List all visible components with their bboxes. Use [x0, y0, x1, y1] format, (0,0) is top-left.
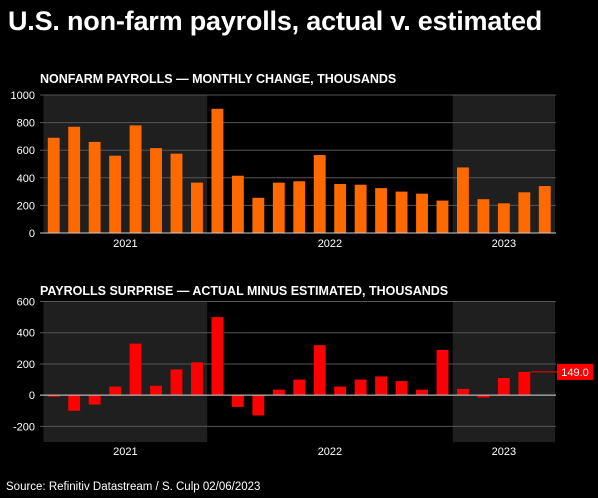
- payrolls-bar: [47, 137, 60, 233]
- payrolls-bar: [395, 191, 408, 233]
- surprise-bar: [170, 369, 183, 396]
- surprise-bar: [68, 395, 81, 411]
- payrolls-year-band: [43, 95, 208, 233]
- surprise-bar: [231, 395, 244, 407]
- latest-value-label: 149.0: [561, 367, 589, 379]
- payrolls-bar: [231, 175, 244, 233]
- payrolls-bar: [150, 148, 162, 233]
- payrolls-bar: [518, 192, 531, 233]
- surprise-chart-title: PAYROLLS SURPRISE — ACTUAL MINUS ESTIMAT…: [40, 284, 448, 298]
- surprise-bar: [252, 395, 265, 416]
- surprise-bar: [272, 389, 285, 396]
- payrolls-y-tick-label: 400: [17, 173, 35, 185]
- payrolls-bar: [313, 155, 326, 233]
- payrolls-year-label: 2022: [318, 238, 342, 250]
- payrolls-bar: [68, 126, 81, 233]
- surprise-bar: [313, 345, 326, 396]
- surprise-bar: [477, 395, 490, 398]
- surprise-chart: 2021 2022 2023 -200 0 200 400 600 149.0: [13, 297, 593, 458]
- surprise-year-band: [43, 301, 208, 442]
- surprise-bar: [354, 379, 367, 396]
- surprise-bar: [456, 388, 469, 396]
- surprise-bar: [211, 317, 224, 396]
- surprise-bar: [191, 362, 203, 396]
- payrolls-bar: [191, 182, 203, 233]
- payrolls-bar: [456, 167, 469, 233]
- payrolls-bar: [293, 181, 306, 233]
- surprise-bar: [518, 371, 531, 396]
- surprise-bar: [129, 343, 142, 396]
- payrolls-y-tick-label: 0: [29, 228, 35, 240]
- surprise-bar: [375, 376, 388, 396]
- surprise-y-tick-label: -200: [13, 421, 35, 433]
- surprise-bar: [150, 385, 162, 396]
- payrolls-y-tick-label: 600: [17, 145, 35, 157]
- payrolls-y-tick-label: 800: [17, 118, 35, 130]
- payrolls-bar: [334, 184, 347, 233]
- payrolls-bar: [272, 182, 285, 233]
- page-title: U.S. non-farm payrolls, actual v. estima…: [8, 6, 543, 36]
- surprise-year-label: 2021: [113, 446, 137, 458]
- surprise-bar: [47, 395, 60, 397]
- surprise-bar: [497, 377, 510, 396]
- payrolls-bar: [436, 200, 449, 233]
- payrolls-bar: [109, 155, 122, 233]
- payrolls-bar: [129, 125, 142, 233]
- surprise-bar: [334, 386, 347, 396]
- payrolls-bar: [88, 141, 101, 233]
- payrolls-bar: [497, 203, 510, 233]
- surprise-bar: [395, 381, 408, 396]
- surprise-y-tick-label: 600: [17, 297, 35, 309]
- payrolls-y-tick-label: 200: [17, 200, 35, 212]
- payrolls-bar: [354, 184, 367, 233]
- surprise-bar: [88, 395, 101, 405]
- payrolls-bar: [211, 108, 224, 233]
- surprise-y-tick-label: 0: [29, 390, 35, 402]
- surprise-y-tick-label: 400: [17, 328, 35, 340]
- payrolls-y-tick-label: 1000: [11, 90, 35, 102]
- payrolls-year-label: 2021: [113, 238, 137, 250]
- payrolls-bar: [252, 197, 265, 233]
- surprise-year-label: 2022: [318, 446, 342, 458]
- payrolls-chart: 2021 2022 2023 0 200 400 600 800 1000: [11, 90, 556, 250]
- payrolls-bar: [416, 193, 428, 233]
- surprise-year-label: 2023: [492, 446, 516, 458]
- latest-value-badge: [557, 363, 593, 380]
- payrolls-year-label: 2023: [492, 238, 516, 250]
- payrolls-bar: [375, 188, 388, 233]
- payrolls-chart-title: NONFARM PAYROLLS — MONTHLY CHANGE, THOUS…: [40, 72, 396, 86]
- surprise-bar: [109, 386, 122, 396]
- payrolls-bar: [477, 199, 490, 233]
- payrolls-bar: [538, 186, 551, 233]
- payrolls-bar: [170, 153, 183, 233]
- surprise-y-tick-label: 200: [17, 359, 35, 371]
- surprise-bar: [436, 349, 449, 396]
- source-note: Source: Refinitiv Datastream / S. Culp 0…: [6, 481, 261, 493]
- surprise-bar: [416, 389, 428, 396]
- surprise-bar: [293, 379, 306, 396]
